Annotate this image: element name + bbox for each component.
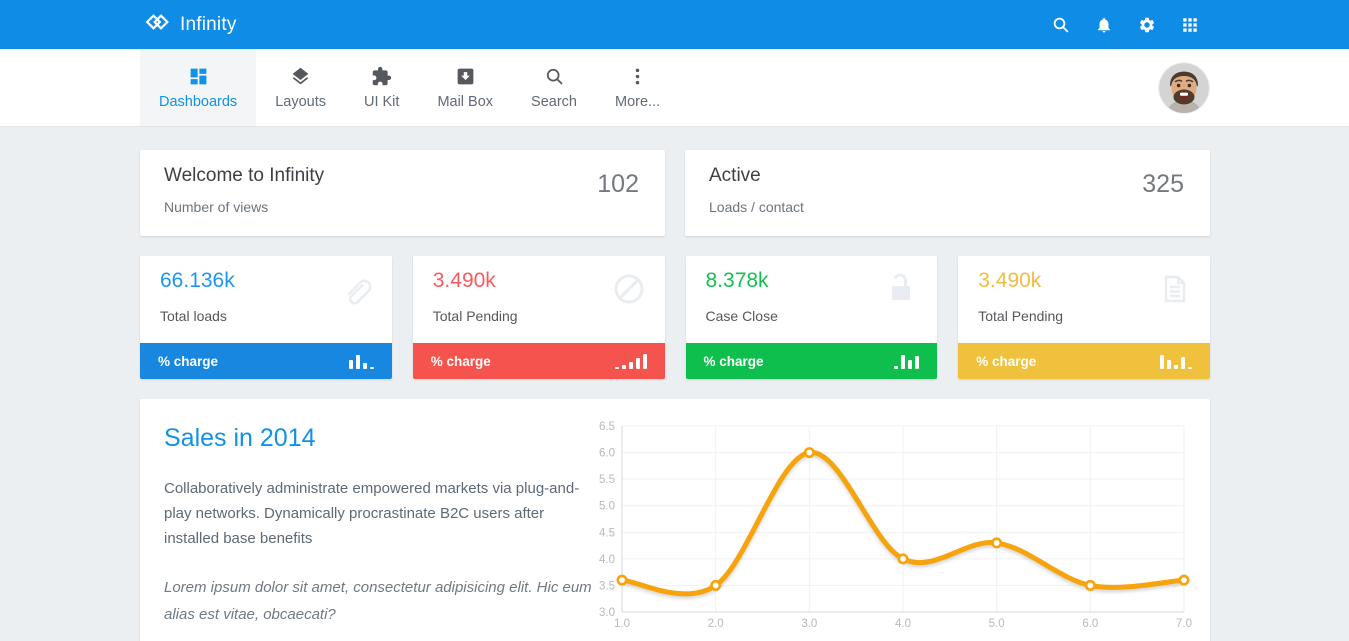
stat-card-total-loads: 66.136k Total loads % charge — [140, 256, 392, 379]
stat-label: Case Close — [705, 308, 778, 324]
avatar[interactable] — [1159, 62, 1209, 113]
sales-paragraph: Collaboratively administrate empowered m… — [164, 480, 580, 547]
content: Welcome to Infinity Number of views 102 … — [0, 127, 1349, 641]
stat-top: 8.378k Case Close — [686, 256, 938, 343]
topbar-actions — [1052, 16, 1199, 34]
bar-chart-icon — [614, 353, 647, 369]
sales-quote: Lorem ipsum dolor sit amet, consectetur … — [164, 579, 592, 623]
stat-card-total-pending: 3.490k Total Pending % charge — [412, 256, 665, 379]
card-title: Active — [709, 165, 761, 186]
bell-icon[interactable] — [1095, 16, 1113, 34]
svg-text:3.0: 3.0 — [801, 618, 817, 630]
infinity-logo-icon — [145, 11, 170, 38]
summary-row: Welcome to Infinity Number of views 102 … — [140, 150, 1210, 236]
svg-text:4.5: 4.5 — [599, 527, 615, 539]
svg-text:4.0: 4.0 — [599, 554, 615, 566]
svg-text:2.0: 2.0 — [708, 618, 724, 630]
nav-label: Mail Box — [437, 93, 494, 110]
stat-value: 8.378k — [705, 269, 769, 292]
apps-grid-icon[interactable] — [1181, 16, 1199, 34]
sales-card: Sales in 2014 Collaboratively administra… — [140, 399, 1210, 641]
stat-label: Total Pending — [978, 308, 1064, 324]
stat-top: 3.490k Total Pending — [958, 256, 1210, 343]
stat-footer: % charge — [958, 343, 1210, 379]
svg-text:6.0: 6.0 — [599, 448, 615, 460]
nav-item-dashboards[interactable]: Dashboards — [140, 49, 257, 126]
unlock-icon — [892, 273, 911, 300]
search-icon — [546, 68, 562, 84]
stat-footer-label: % charge — [976, 353, 1037, 369]
nav-label: Layouts — [275, 93, 326, 110]
svg-text:5.0: 5.0 — [989, 618, 1005, 630]
svg-text:4.0: 4.0 — [895, 618, 911, 630]
nav-label: Dashboards — [159, 93, 238, 110]
svg-text:5.5: 5.5 — [599, 474, 615, 486]
stat-footer-label: % charge — [430, 353, 491, 369]
stat-footer: % charge — [412, 343, 665, 379]
stat-top: 3.490k Total Pending — [413, 256, 665, 343]
nav-item-search[interactable]: Search — [512, 49, 596, 126]
stat-footer: % charge — [685, 343, 938, 379]
card-subtitle: Loads / contact — [709, 199, 804, 215]
brand: Infinity — [145, 11, 237, 38]
nav-item-mail-box[interactable]: Mail Box — [418, 49, 512, 126]
dashboard-icon — [190, 68, 206, 84]
ban-icon — [614, 274, 643, 304]
stat-footer-label: % charge — [158, 353, 219, 369]
nav-item-ui-kit[interactable]: UI Kit — [345, 49, 418, 126]
sales-chart-container: 3.0 3.5 4.0 4.5 5.0 5.5 6.0 6.5 1.0 2.0 3.0 4.0 5.0 6… — [598, 419, 1198, 638]
nav-items: Dashboards Layouts UI Kit Mail Box — [140, 49, 679, 126]
layers-icon — [292, 67, 309, 84]
stat-label: Total loads — [160, 308, 227, 324]
puzzle-icon — [372, 66, 392, 85]
stat-value: 66.136k — [160, 269, 235, 292]
bar-chart-icon — [348, 353, 374, 369]
stat-value: 3.490k — [978, 269, 1042, 292]
document-icon — [1164, 275, 1186, 303]
main-nav: Dashboards Layouts UI Kit Mail Box — [0, 49, 1349, 127]
active-card: Active Loads / contact 325 — [685, 150, 1210, 236]
stat-value: 3.490k — [432, 269, 496, 292]
svg-text:3.0: 3.0 — [599, 607, 615, 619]
app-header: Infinity — [0, 0, 1349, 49]
svg-text:6.0: 6.0 — [1082, 618, 1098, 630]
stat-label: Total Pending — [432, 308, 518, 324]
nav-item-layouts[interactable]: Layouts — [256, 49, 345, 126]
inbox-icon — [457, 68, 474, 84]
card-value: 102 — [597, 170, 639, 198]
card-value: 325 — [1142, 170, 1184, 198]
nav-label: UI Kit — [363, 93, 400, 110]
svg-text:5.0: 5.0 — [599, 501, 615, 513]
stat-footer-label: % charge — [703, 353, 764, 369]
bar-chart-icon — [894, 353, 920, 369]
search-icon[interactable] — [1052, 16, 1070, 34]
paperclip-icon — [347, 279, 372, 305]
svg-text:6.5: 6.5 — [599, 421, 615, 433]
stat-card-total-pending-2: 3.490k Total Pending % charge — [958, 256, 1210, 379]
card-subtitle: Number of views — [164, 199, 269, 215]
sales-line-chart: 3.0 3.5 4.0 4.5 5.0 5.5 6.0 6.5 1.0 2.0 3.0 4.0 5.0 6… — [599, 421, 1192, 630]
svg-text:3.5: 3.5 — [599, 580, 615, 592]
stat-footer: % charge — [140, 343, 392, 379]
svg-text:7.0: 7.0 — [1176, 618, 1192, 630]
stat-top: 66.136k Total loads — [140, 256, 392, 343]
nav-item-more[interactable]: More... — [596, 49, 679, 126]
stat-card-case-close: 8.378k Case Close % charge — [685, 256, 938, 379]
brand-name: Infinity — [180, 13, 237, 35]
welcome-card: Welcome to Infinity Number of views 102 — [140, 150, 665, 236]
nav-label: More... — [615, 93, 661, 110]
gear-icon[interactable] — [1138, 16, 1156, 34]
sales-text: Sales in 2014 Collaboratively administra… — [164, 424, 600, 628]
stats-row: 66.136k Total loads % charge 3.490k Tota… — [140, 256, 1210, 379]
bar-chart-icon — [1160, 353, 1192, 369]
more-vertical-icon — [635, 68, 640, 84]
card-title: Welcome to Infinity — [164, 165, 325, 186]
avatar-image — [1159, 62, 1209, 113]
sales-title: Sales in 2014 — [164, 424, 316, 452]
svg-text:1.0: 1.0 — [614, 618, 630, 630]
nav-label: Search — [531, 93, 577, 110]
